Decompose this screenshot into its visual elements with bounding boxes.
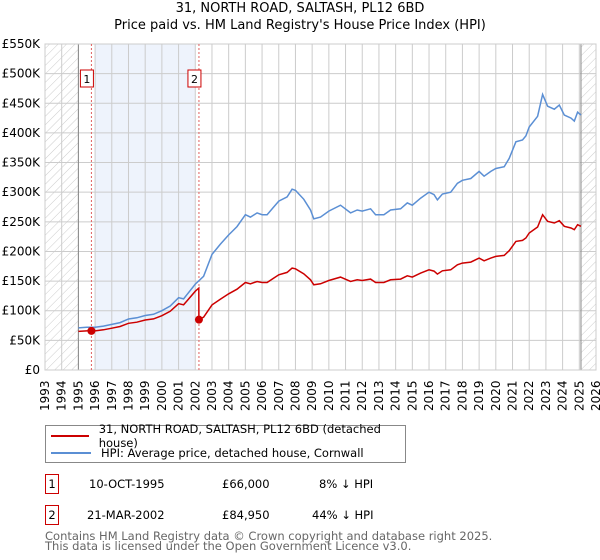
x-tick-label: 2003 bbox=[205, 380, 219, 411]
x-tick-label: 2022 bbox=[522, 380, 536, 411]
sale-point bbox=[87, 326, 96, 335]
y-tick-label: £500K bbox=[2, 67, 42, 81]
x-tick-label: 2016 bbox=[422, 380, 436, 411]
x-tick-label: 2012 bbox=[355, 380, 369, 411]
footer-copyright: Contains HM Land Registry data © Crown c… bbox=[45, 529, 493, 543]
x-tick-label: 1999 bbox=[138, 380, 152, 411]
x-tick-label: 2006 bbox=[255, 380, 269, 411]
x-tick-label: 2020 bbox=[489, 380, 503, 411]
y-tick-label: £450K bbox=[2, 96, 42, 110]
transaction-hpi-diff: 44% ↓ HPI bbox=[312, 508, 374, 522]
x-tick-label: 2011 bbox=[339, 380, 353, 411]
legend-item-property: 31, NORTH ROAD, SALTASH, PL12 6BD (detac… bbox=[46, 422, 405, 450]
legend: 31, NORTH ROAD, SALTASH, PL12 6BD (detac… bbox=[45, 422, 406, 463]
x-tick-label: 2017 bbox=[439, 380, 453, 411]
chart-subtitle: Price paid vs. HM Land Registry's House … bbox=[114, 18, 486, 33]
sale-marker-box bbox=[187, 69, 202, 88]
x-tick-label: 2023 bbox=[539, 380, 553, 411]
x-tick-label: 2024 bbox=[556, 380, 570, 411]
hatched-region bbox=[580, 44, 596, 370]
transaction-date: 21-MAR-2002 bbox=[87, 508, 165, 522]
x-tick-label: 2000 bbox=[155, 380, 169, 411]
x-tick-label: 2014 bbox=[389, 380, 403, 411]
x-tick-label: 1995 bbox=[71, 380, 85, 411]
y-tick-label: £300K bbox=[2, 185, 42, 199]
y-tick-label: £0 bbox=[25, 363, 40, 377]
sale-marker-label: 2 bbox=[191, 73, 198, 86]
transaction-price: £84,950 bbox=[222, 508, 270, 522]
transaction-price: £66,000 bbox=[222, 477, 270, 491]
x-tick-label: 2013 bbox=[372, 380, 386, 411]
property-price-line bbox=[78, 213, 582, 333]
x-tick-label: 2025 bbox=[572, 380, 586, 411]
footer-licence: This data is licensed under the Open Gov… bbox=[45, 539, 412, 553]
transaction-marker: 1 bbox=[45, 474, 59, 494]
transaction-marker: 2 bbox=[45, 505, 59, 525]
x-tick-label: 1997 bbox=[105, 380, 119, 411]
plot-border bbox=[44, 43, 597, 371]
x-tick-label: 2001 bbox=[172, 380, 186, 411]
x-tick-label: 1994 bbox=[55, 380, 69, 411]
y-tick-label: £400K bbox=[2, 126, 42, 140]
x-tick-label: 2007 bbox=[272, 380, 286, 411]
sale-marker-label: 1 bbox=[83, 73, 90, 86]
y-tick-label: £200K bbox=[2, 244, 42, 258]
transaction-hpi-diff: 8% ↓ HPI bbox=[319, 477, 374, 491]
legend-swatch-red bbox=[51, 435, 89, 437]
x-tick-label: 2004 bbox=[222, 380, 236, 411]
x-tick-label: 2026 bbox=[589, 380, 600, 411]
y-tick-label: £150K bbox=[2, 274, 42, 288]
x-tick-label: 2021 bbox=[506, 380, 520, 411]
legend-item-hpi: HPI: Average price, detached house, Corn… bbox=[46, 445, 364, 461]
y-tick-label: £350K bbox=[2, 156, 42, 170]
x-tick-label: 2010 bbox=[322, 380, 336, 411]
x-tick-label: 1993 bbox=[38, 380, 52, 411]
x-tick-label: 2009 bbox=[305, 380, 319, 411]
sale-marker-box bbox=[79, 69, 94, 88]
transaction-row: 2 21-MAR-2002 £84,950 44% ↓ HPI bbox=[45, 505, 425, 525]
y-tick-label: £550K bbox=[2, 37, 42, 51]
hpi-line bbox=[78, 91, 582, 329]
x-tick-label: 2019 bbox=[472, 380, 486, 411]
y-tick-label: £250K bbox=[2, 215, 42, 229]
price-chart: 1993 1994 1995 1996 1997 1998 1999 2000 2001 2002… bbox=[2, 37, 600, 411]
x-tick-label: 2018 bbox=[455, 380, 469, 411]
y-tick-label: £50K bbox=[9, 333, 41, 347]
legend-label: 31, NORTH ROAD, SALTASH, PL12 6BD (detac… bbox=[98, 422, 381, 450]
y-tick-label: £100K bbox=[2, 304, 42, 318]
legend-label: HPI: Average price, detached house, Corn… bbox=[101, 446, 364, 460]
x-tick-label: 2005 bbox=[238, 380, 252, 411]
transaction-date: 10-OCT-1995 bbox=[89, 477, 165, 491]
x-tick-label: 2002 bbox=[188, 380, 202, 411]
x-tick-label: 1998 bbox=[121, 380, 135, 411]
legend-swatch-blue bbox=[51, 452, 91, 454]
x-tick-label: 2015 bbox=[405, 380, 419, 411]
sale-point bbox=[194, 315, 203, 324]
transaction-row: 1 10-OCT-1995 £66,000 8% ↓ HPI bbox=[45, 474, 425, 494]
x-tick-label: 1996 bbox=[88, 380, 102, 411]
x-tick-label: 2008 bbox=[288, 380, 302, 411]
chart-title: 31, NORTH ROAD, SALTASH, PL12 6BD bbox=[175, 1, 425, 16]
